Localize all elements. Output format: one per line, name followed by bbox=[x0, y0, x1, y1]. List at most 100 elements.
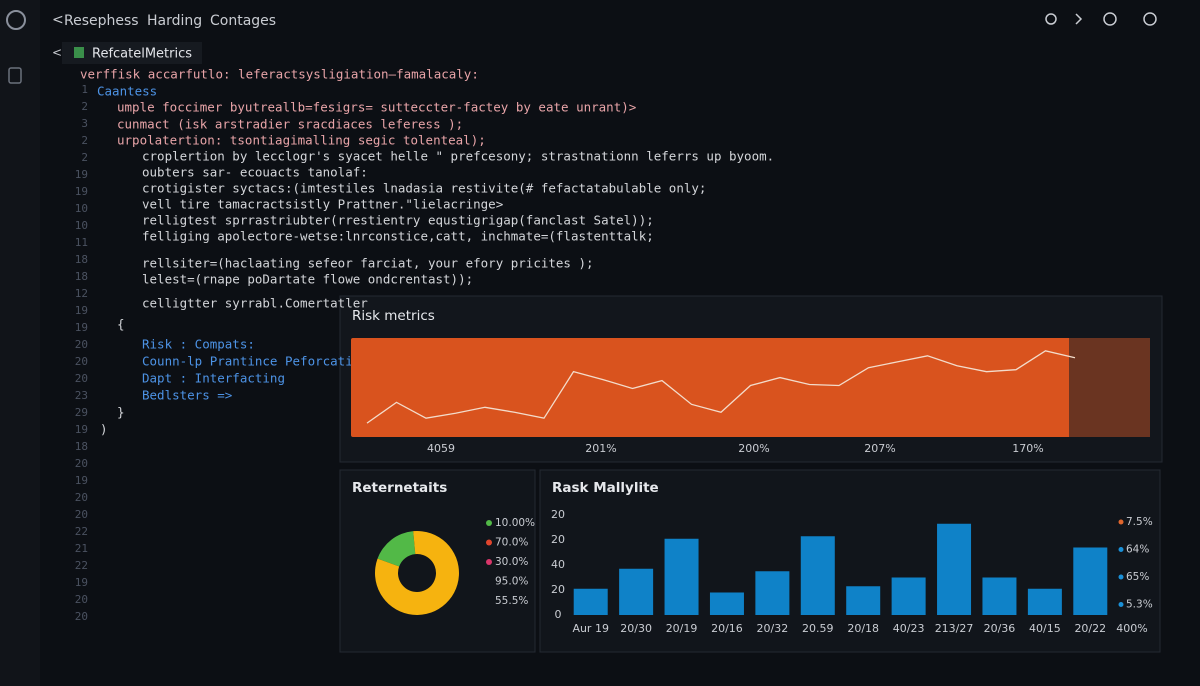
line-number: 22 bbox=[75, 525, 88, 538]
line-number: 10 bbox=[75, 219, 88, 232]
y-tick-label: 20 bbox=[551, 508, 565, 521]
y-tick-label: 20 bbox=[551, 533, 565, 546]
tab[interactable]: Harding bbox=[147, 13, 202, 29]
line-number: 18 bbox=[75, 270, 88, 283]
legend-label: 30.0% bbox=[495, 556, 528, 568]
app-icon[interactable] bbox=[6, 10, 26, 30]
legend-dot bbox=[486, 559, 492, 565]
line-number: 2 bbox=[81, 134, 88, 147]
x-tick-label: Aur 19 bbox=[572, 622, 609, 635]
legend-dot bbox=[1118, 574, 1124, 580]
rask-panel bbox=[539, 469, 1161, 653]
chevron-icon[interactable] bbox=[1075, 13, 1083, 25]
code-line: umple foccimer byutreallb=fesigrs= sutte… bbox=[117, 100, 636, 115]
tab[interactable]: Resephess bbox=[64, 13, 139, 29]
chart-title: Risk metrics bbox=[352, 308, 435, 324]
line-number: 20 bbox=[75, 372, 88, 385]
bar bbox=[800, 536, 835, 615]
line-number: 23 bbox=[75, 389, 88, 402]
code-line: rellsiter=(haclaating sefeor farciat, yo… bbox=[142, 256, 594, 271]
bar bbox=[1027, 588, 1062, 615]
code-line: Caantess bbox=[97, 84, 157, 99]
bar bbox=[846, 586, 881, 615]
legend-label: 64% bbox=[1126, 544, 1149, 556]
bar bbox=[573, 588, 608, 615]
code-line: lelest=(rnape poDartate flowe ondcrentas… bbox=[142, 272, 473, 287]
line-number: 29 bbox=[75, 406, 88, 419]
donut-segment bbox=[377, 531, 416, 567]
line-number: 20 bbox=[75, 355, 88, 368]
line-number: 10 bbox=[75, 202, 88, 215]
code-line: celligtter syrrabl.Comertatler bbox=[142, 296, 368, 311]
code-line: crotigister syctacs:(imtestiles lnadasia… bbox=[142, 181, 706, 196]
file-icon bbox=[74, 47, 84, 58]
y-tick-label: 0 bbox=[555, 608, 562, 621]
code-line: cunmact (isk arstradier sracdiaces lefer… bbox=[117, 117, 463, 132]
bar bbox=[664, 538, 699, 615]
files-icon[interactable] bbox=[8, 67, 22, 84]
line-number: 1 bbox=[81, 83, 88, 96]
code-line: verffisk accarfutlo: leferactsysligiatio… bbox=[80, 67, 479, 82]
code-line: Risk : Compats: bbox=[142, 337, 255, 352]
code-line: relligtest sprrastriubter(rrestientry eq… bbox=[142, 213, 654, 228]
file-tab-label[interactable]: RefcatelMetrics bbox=[92, 47, 192, 62]
file-tab[interactable] bbox=[62, 42, 202, 64]
code-line: felliging apolectore-wetse:lnrconstice,c… bbox=[142, 229, 654, 244]
code-line: croplertion by lecclogr's syacet helle "… bbox=[142, 149, 774, 164]
line-number: 18 bbox=[75, 440, 88, 453]
y-tick-label: 40 bbox=[551, 558, 565, 571]
plot-area bbox=[351, 338, 1150, 437]
legend-dot bbox=[1118, 519, 1124, 525]
legend-label: 55.5% bbox=[495, 595, 528, 607]
line-number: 19 bbox=[75, 423, 88, 436]
legend-label: 65% bbox=[1126, 571, 1149, 583]
donut-segment bbox=[375, 531, 459, 615]
x-tick-label: 200% bbox=[738, 442, 769, 455]
corner-label: 400% bbox=[1116, 622, 1147, 635]
x-tick-label: 20/18 bbox=[847, 622, 879, 635]
code-line: { bbox=[117, 317, 125, 332]
x-tick-label: 40/15 bbox=[1029, 622, 1061, 635]
legend-dot bbox=[486, 539, 492, 546]
x-tick-label: 40/23 bbox=[893, 622, 925, 635]
line-number: 19 bbox=[75, 321, 88, 334]
x-tick-label: 20/19 bbox=[666, 622, 698, 635]
line-number: 20 bbox=[75, 338, 88, 351]
bar bbox=[619, 568, 654, 615]
activity-bar bbox=[0, 0, 40, 686]
legend-dot bbox=[486, 520, 492, 526]
collapse-arrow[interactable]: < bbox=[52, 46, 62, 60]
sync-icon[interactable] bbox=[1143, 12, 1157, 26]
x-tick-label: 20/32 bbox=[757, 622, 789, 635]
bar bbox=[937, 523, 972, 615]
line-number: 2 bbox=[81, 100, 88, 113]
x-tick-label: 20/30 bbox=[620, 622, 652, 635]
code-line: vell tire tamacractsistly Prattner."liel… bbox=[142, 197, 503, 212]
line-number: 3 bbox=[81, 117, 88, 130]
x-tick-label: 213/27 bbox=[935, 622, 974, 635]
code-line: Dapt : Interfacting bbox=[142, 371, 285, 386]
line-number: 18 bbox=[75, 253, 88, 266]
tab[interactable]: Contages bbox=[210, 13, 276, 29]
code-line: Bedlsters => bbox=[142, 388, 232, 403]
code-line: oubters sar- ecouacts tanolaf: bbox=[142, 165, 368, 180]
plot-shade bbox=[1069, 338, 1150, 437]
back-arrow[interactable]: < bbox=[52, 12, 64, 28]
line-number: 19 bbox=[75, 168, 88, 181]
legend-label: 5.3% bbox=[1126, 599, 1153, 611]
line-number: 20 bbox=[75, 508, 88, 521]
legend-label: 7.5% bbox=[1126, 516, 1153, 528]
x-tick-label: 20/22 bbox=[1074, 622, 1106, 635]
x-tick-label: 207% bbox=[864, 442, 895, 455]
code-line: ) bbox=[100, 422, 108, 437]
power-icon[interactable] bbox=[1103, 12, 1117, 26]
line-number: 20 bbox=[75, 457, 88, 470]
settings-icon[interactable] bbox=[1045, 13, 1057, 25]
legend-label: 10.00% bbox=[495, 517, 535, 529]
legend-label: 70.0% bbox=[495, 537, 528, 549]
x-tick-label: 4059 bbox=[427, 442, 455, 455]
line-number: 21 bbox=[75, 542, 88, 555]
line-number: 2 bbox=[81, 151, 88, 164]
